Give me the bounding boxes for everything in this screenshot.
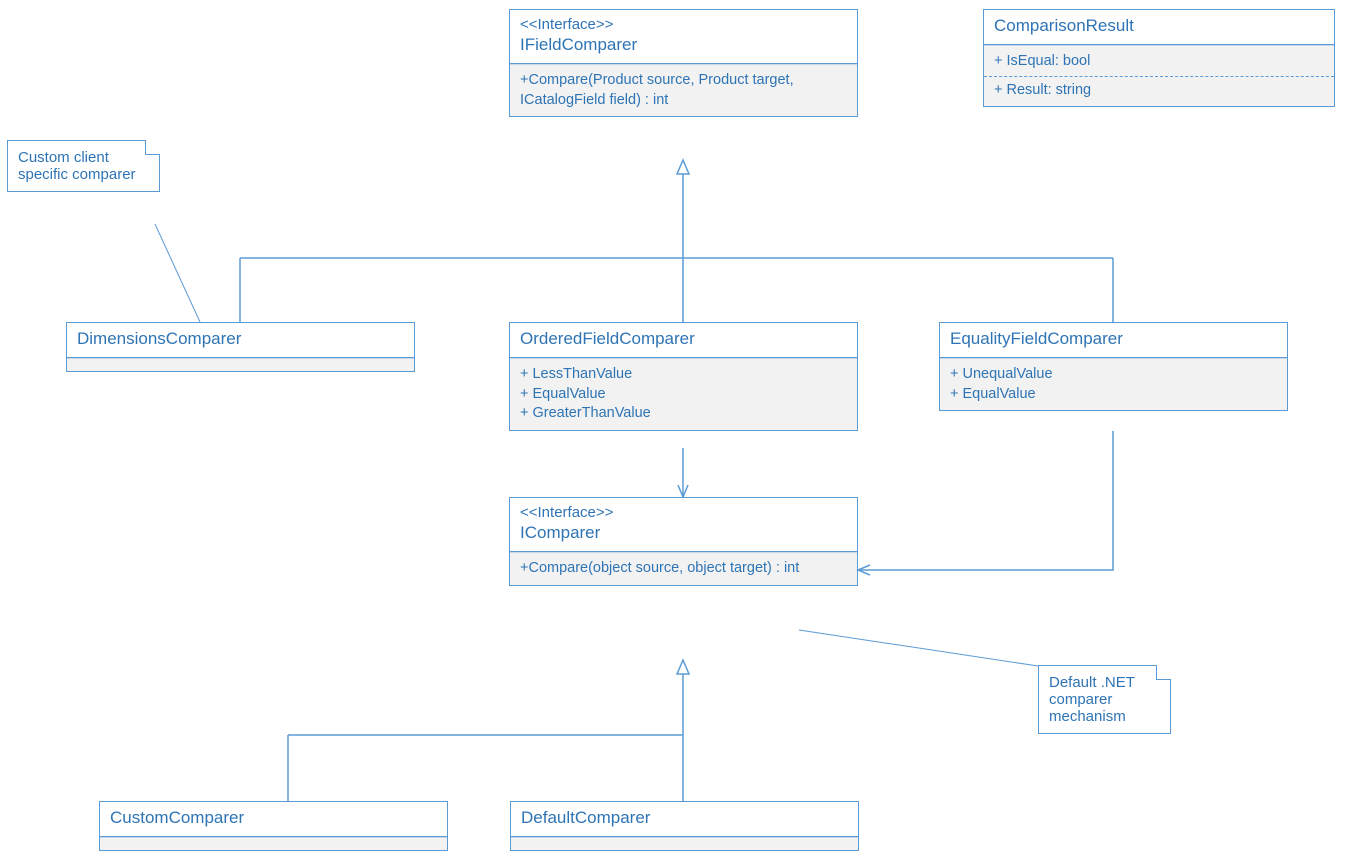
class-title: CustomComparer <box>100 802 447 837</box>
class-icomparer: <<Interface>> IComparer +Compare(object … <box>509 497 858 586</box>
members: +Compare(object source, object target) :… <box>510 552 857 585</box>
member: + IsEqual: bool <box>994 52 1324 72</box>
class-title: <<Interface>> IComparer <box>510 498 857 552</box>
member: + UnequalValue <box>950 365 1277 385</box>
note-fold-icon <box>145 140 160 155</box>
members: + IsEqual: bool + Result: string <box>984 45 1334 106</box>
note-text: Custom client specific comparer <box>18 149 136 183</box>
members: + LessThanValue + EqualValue + GreaterTh… <box>510 358 857 430</box>
class-equalityfieldcomparer: EqualityFieldComparer + UnequalValue + E… <box>939 322 1288 411</box>
members-empty <box>67 358 414 371</box>
class-customcomparer: CustomComparer <box>99 801 448 851</box>
member: +Compare(Product source, Product target,… <box>520 71 847 110</box>
class-name: EqualityFieldComparer <box>950 329 1123 348</box>
member: + GreaterThanValue <box>520 404 847 424</box>
class-title: DimensionsComparer <box>67 323 414 358</box>
member: + EqualValue <box>950 385 1277 405</box>
members: + UnequalValue + EqualValue <box>940 358 1287 410</box>
class-title: EqualityFieldComparer <box>940 323 1287 358</box>
class-name: OrderedFieldComparer <box>520 329 695 348</box>
members: +Compare(Product source, Product target,… <box>510 64 857 116</box>
class-name: IFieldComparer <box>520 35 637 54</box>
member: + EqualValue <box>520 385 847 405</box>
stereotype: <<Interface>> <box>520 504 847 521</box>
class-name: CustomComparer <box>110 808 244 827</box>
class-name: DimensionsComparer <box>77 329 241 348</box>
class-title: OrderedFieldComparer <box>510 323 857 358</box>
class-dimensionscomparer: DimensionsComparer <box>66 322 415 372</box>
note-default-net: Default .NET comparer mechanism <box>1038 665 1171 734</box>
class-orderedfieldcomparer: OrderedFieldComparer + LessThanValue + E… <box>509 322 858 431</box>
class-ifieldcomparer: <<Interface>> IFieldComparer +Compare(Pr… <box>509 9 858 117</box>
note-text: Default .NET comparer mechanism <box>1049 674 1135 725</box>
member: + Result: string <box>994 81 1324 101</box>
class-name: DefaultComparer <box>521 808 650 827</box>
class-defaultcomparer: DefaultComparer <box>510 801 859 851</box>
member: + LessThanValue <box>520 365 847 385</box>
separator <box>984 76 1334 77</box>
class-title: DefaultComparer <box>511 802 858 837</box>
class-title: ComparisonResult <box>984 10 1334 45</box>
class-name: IComparer <box>520 523 600 542</box>
class-name: ComparisonResult <box>994 16 1134 35</box>
note-custom-client: Custom client specific comparer <box>7 140 160 192</box>
stereotype: <<Interface>> <box>520 16 847 33</box>
class-comparisonresult: ComparisonResult + IsEqual: bool + Resul… <box>983 9 1335 107</box>
member: +Compare(object source, object target) :… <box>520 559 847 579</box>
members-empty <box>100 837 447 850</box>
members-empty <box>511 837 858 850</box>
class-title: <<Interface>> IFieldComparer <box>510 10 857 64</box>
note-fold-icon <box>1156 665 1171 680</box>
